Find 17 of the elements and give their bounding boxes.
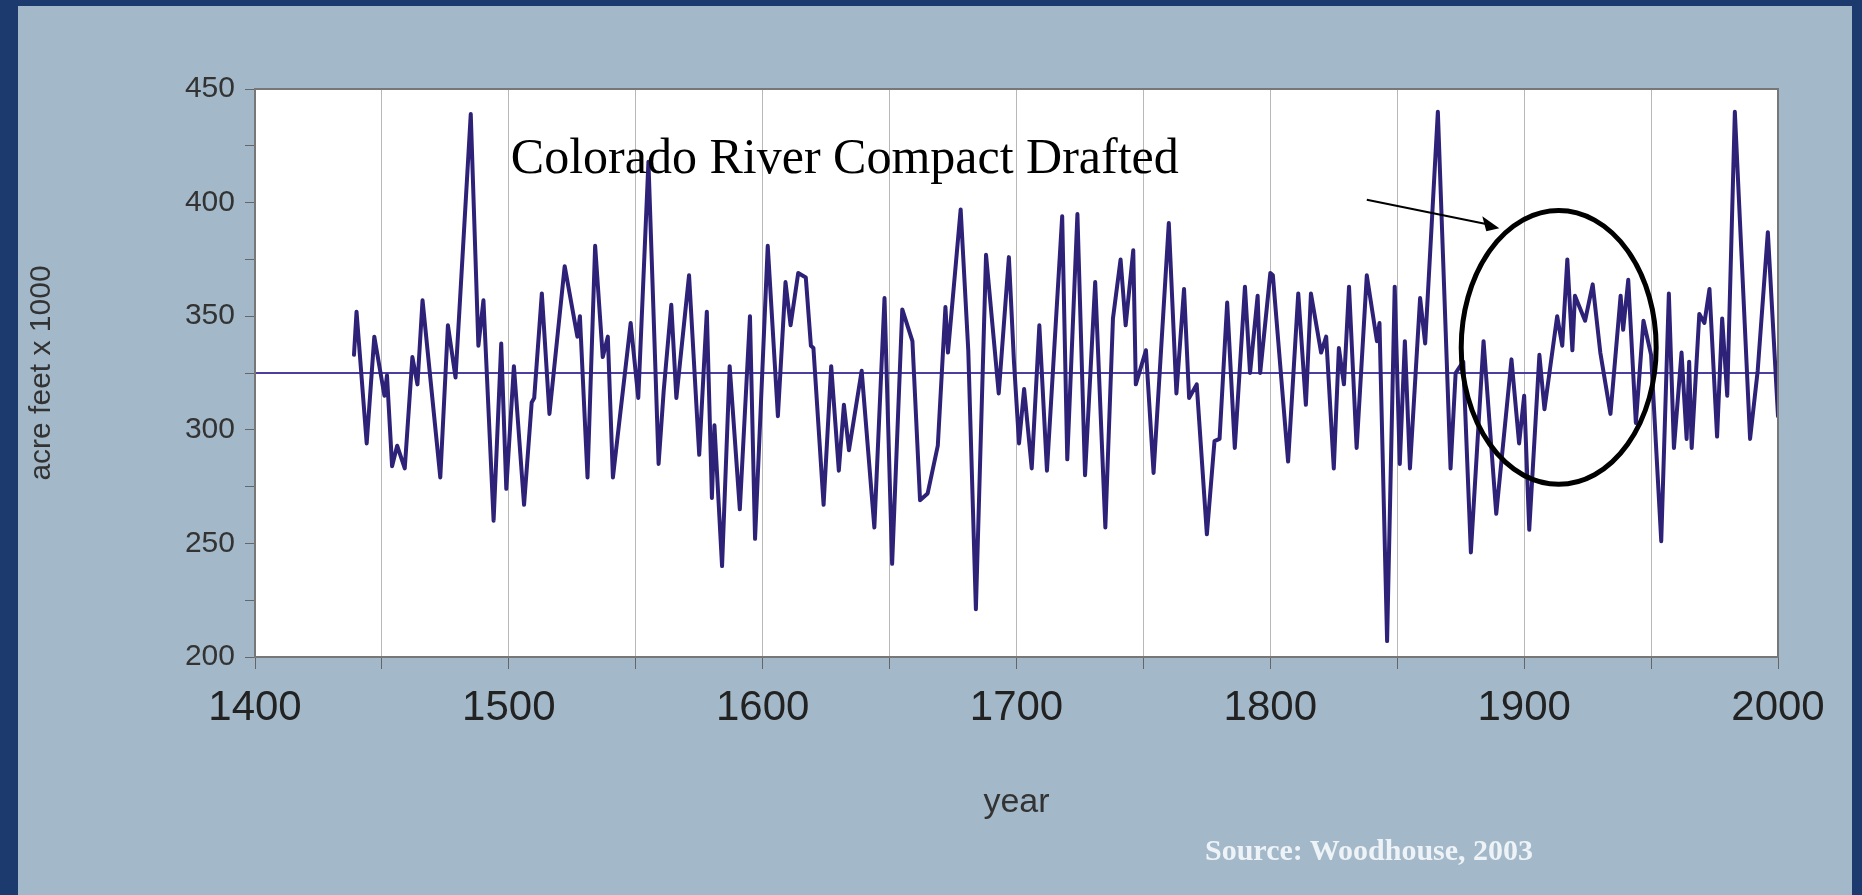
y-tick-label: 450 bbox=[184, 70, 235, 104]
y-tick-label: 250 bbox=[184, 524, 235, 558]
x-tick-label: 1800 bbox=[1223, 681, 1318, 729]
y-tick-label: 400 bbox=[184, 183, 235, 217]
y-tick-label: 200 bbox=[184, 638, 235, 672]
x-tick-label: 1600 bbox=[715, 681, 810, 729]
x-tick-label: 2000 bbox=[1731, 681, 1825, 729]
source-note: Source: Woodhouse, 2003 bbox=[1205, 833, 1534, 866]
x-tick-label: 1400 bbox=[208, 681, 302, 729]
annotation: Colorado River Compact Drafted bbox=[510, 128, 1179, 184]
y-axis-title: acre feet x 1000 bbox=[23, 265, 57, 481]
x-axis-title: year bbox=[983, 780, 1050, 819]
y-tick-label: 350 bbox=[184, 297, 235, 331]
x-tick-label: 1500 bbox=[462, 681, 556, 729]
x-tick-label: 1700 bbox=[969, 681, 1064, 729]
y-tick-label: 300 bbox=[184, 411, 235, 445]
x-tick-label: 1900 bbox=[1477, 681, 1571, 729]
